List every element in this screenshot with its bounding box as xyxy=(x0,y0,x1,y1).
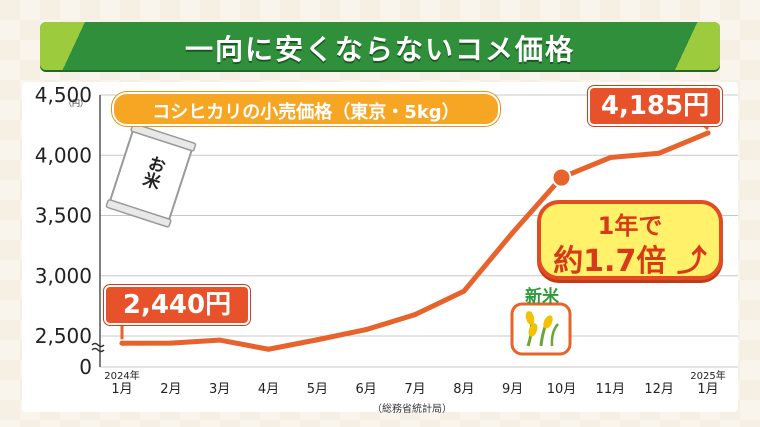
title-bar: 一向に安くならないコメ価格 xyxy=(40,22,720,70)
data-point xyxy=(119,340,125,346)
x-tick-label: 6月 xyxy=(356,382,377,397)
x-tick-label: 1月 xyxy=(111,382,132,397)
data-point xyxy=(461,288,467,294)
price-series xyxy=(119,120,711,352)
end-value-text: 4,185円 xyxy=(600,91,710,121)
x-tick-label: 5月 xyxy=(307,382,328,397)
y-tick-label: 0 xyxy=(79,355,92,379)
data-point xyxy=(266,346,271,352)
x-tick-label: 11月 xyxy=(596,382,626,397)
y-tick-label: 3,000 xyxy=(35,264,92,288)
x-tick-label: 4月 xyxy=(258,382,279,397)
start-value-callout: 2,440円 xyxy=(104,285,250,325)
subtitle-pill: コシヒカリの小売価格（東京・5kg） xyxy=(112,92,500,126)
data-point xyxy=(510,230,516,236)
x-tick-label: 2月 xyxy=(160,382,181,397)
rice-bag-illustration: お米 xyxy=(105,123,197,228)
ratio-line-2: 約1.7倍 ⤴ xyxy=(541,236,719,280)
new-rice-icon xyxy=(510,302,572,356)
y-tick-label: 4,500 xyxy=(35,83,92,107)
x-tick-label: 12月 xyxy=(644,382,674,397)
y-axis-ticks: 0 2,500 3,000 3,500 4,000 4,500 xyxy=(35,83,92,379)
start-value-text: 2,440円 xyxy=(122,290,232,320)
x-tick-label: 8月 xyxy=(453,382,474,397)
data-point xyxy=(314,337,320,343)
y-axis-unit: （円） xyxy=(64,99,88,108)
new-rice-label: 新米 xyxy=(525,287,559,307)
data-point xyxy=(363,327,369,333)
x-tick-label: 3月 xyxy=(209,382,230,397)
ratio-line-1: 1年で xyxy=(597,212,663,240)
data-point xyxy=(607,155,613,161)
x-tick-label: 1月 xyxy=(697,382,718,397)
x-tick-label: 9月 xyxy=(502,382,523,397)
chart-subtitle: コシヒカリの小売価格（東京・5kg） xyxy=(152,102,460,123)
data-point xyxy=(705,130,711,136)
end-value-callout: 4,185円 xyxy=(588,86,722,126)
y-tick-label: 3,500 xyxy=(35,204,92,228)
ratio-value: 約1.7倍 xyxy=(553,244,667,279)
axis-break-mark xyxy=(91,342,105,353)
data-point xyxy=(656,150,662,156)
year-label: 2024年 xyxy=(104,369,139,382)
data-point xyxy=(217,337,223,343)
x-tick-label: 10月 xyxy=(547,382,577,397)
x-tick-label: 7月 xyxy=(404,382,425,397)
y-tick-label: 2,500 xyxy=(35,324,92,348)
data-point xyxy=(168,340,174,346)
up-arrow-icon: ⤴ xyxy=(676,244,707,279)
highlight-point xyxy=(551,167,572,188)
y-tick-label: 4,000 xyxy=(35,143,92,167)
ratio-badge: 1年で 約1.7倍 ⤴ xyxy=(537,200,723,280)
title-stripe-left xyxy=(40,22,130,70)
data-point xyxy=(412,312,418,318)
title-stripe-right xyxy=(630,22,720,70)
year-label: 2025年 xyxy=(690,369,725,382)
page-title: 一向に安くならないコメ価格 xyxy=(184,33,575,66)
